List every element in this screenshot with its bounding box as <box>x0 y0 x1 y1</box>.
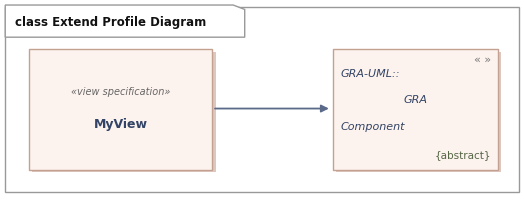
Text: MyView: MyView <box>93 118 148 130</box>
Text: «view specification»: «view specification» <box>71 87 170 97</box>
Text: « »: « » <box>474 55 491 65</box>
Text: GRA: GRA <box>403 95 427 105</box>
FancyBboxPatch shape <box>29 50 212 170</box>
Text: class Extend Profile Diagram: class Extend Profile Diagram <box>15 16 206 28</box>
Text: {abstract}: {abstract} <box>435 149 492 159</box>
FancyBboxPatch shape <box>5 8 519 192</box>
FancyBboxPatch shape <box>32 52 216 172</box>
FancyBboxPatch shape <box>333 50 498 170</box>
Text: GRA-UML::: GRA-UML:: <box>341 69 400 79</box>
Polygon shape <box>5 6 245 38</box>
FancyBboxPatch shape <box>336 52 501 172</box>
Text: Component: Component <box>341 121 405 131</box>
